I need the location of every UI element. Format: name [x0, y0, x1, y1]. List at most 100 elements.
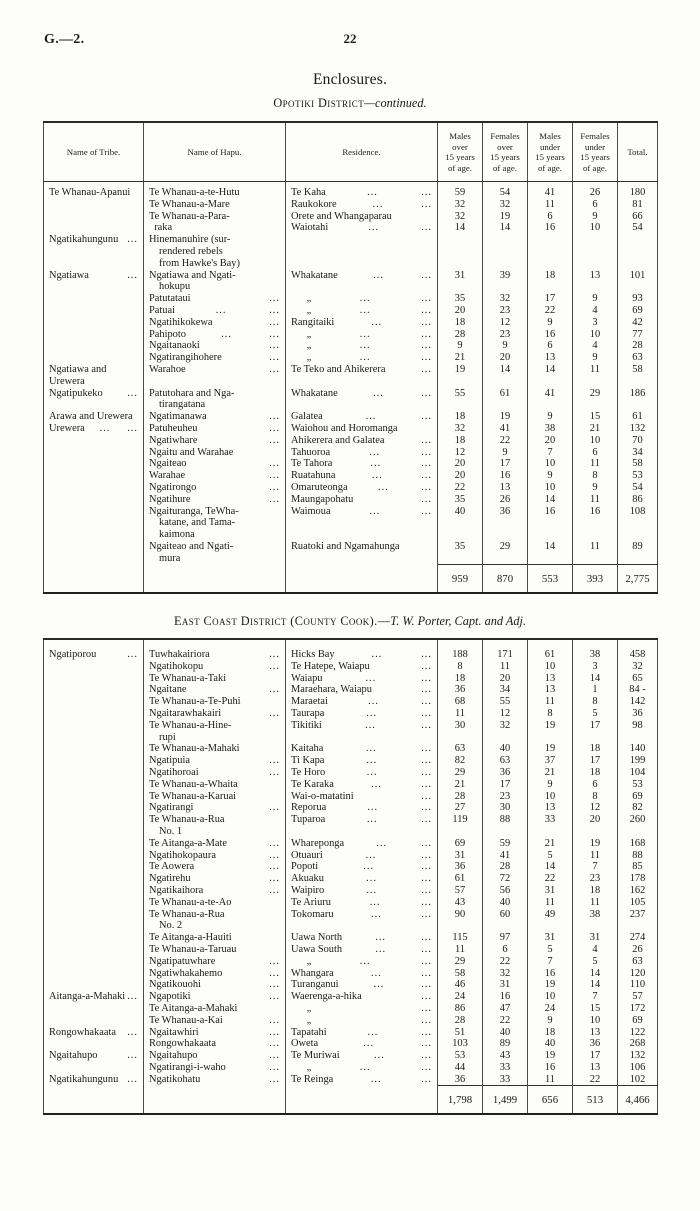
- leader-dots: ...: [269, 955, 280, 967]
- leader-dots: ...: [421, 849, 432, 861]
- total-cell: 69: [617, 1014, 658, 1027]
- hapu-cell: Ngaiteao and Ngati- mura: [143, 540, 286, 565]
- hapu-cell: Pahipoto......: [143, 328, 286, 341]
- residence-cell: Te Karaka......: [285, 778, 438, 791]
- leader-dots: ...: [375, 943, 387, 955]
- leader-dots: ...: [366, 814, 378, 826]
- females-over-15-cell: 23: [482, 790, 528, 803]
- hapu-cell: Ngatikohatu...: [143, 1073, 286, 1086]
- table-row: Ngatikahungunu... Ngatikohatu... Te Reinga…: [44, 1073, 658, 1086]
- hapu-cell: Ngaitahupo...: [143, 1050, 286, 1062]
- table-row: Urewera...... Patuheuheu... Waiohou and Ho…: [44, 422, 658, 435]
- females-over-15-cell: 61: [482, 387, 528, 412]
- residence-cell: Otuauri......: [285, 849, 438, 862]
- females-under-15-cell: 17: [572, 755, 618, 767]
- table-row: Te Whanau-a-Taruau Uawa South...... 11 6 5 4 2…: [44, 943, 658, 956]
- males-over-15-cell: 11: [437, 707, 483, 720]
- leader-dots: ...: [269, 328, 280, 340]
- residence-cell: Rangitaiki......: [285, 316, 438, 329]
- hapu-cell: Ngatikaihora...: [143, 884, 286, 897]
- females-over-15-cell: 60: [482, 908, 528, 933]
- leader-dots: ...: [269, 684, 280, 696]
- cell-text: Maraehara, Waiapu: [291, 684, 372, 696]
- tribe-cell: Aitanga-a-Mahaki...: [44, 991, 144, 1003]
- females-under-15-cell: 36: [572, 1038, 618, 1051]
- females-under-15-cell: 13: [572, 1061, 618, 1074]
- hapu-cell: Te Whanau-a-Kai...: [143, 1014, 286, 1027]
- females-over-15-cell: 9: [482, 446, 528, 459]
- leader-dots: ...: [377, 481, 389, 493]
- total-cell: 172: [617, 1002, 658, 1015]
- total-cell: 54: [617, 481, 658, 494]
- males-over-15-cell: 86: [437, 1002, 483, 1015]
- tribe-cell: [44, 1015, 144, 1027]
- females-over-15-cell: 89: [482, 1038, 528, 1051]
- total-cell: 84 -: [617, 684, 658, 697]
- females-under-15-cell: 12: [572, 802, 618, 815]
- leader-dots: ...: [421, 778, 432, 790]
- leader-dots: ...: [421, 328, 432, 340]
- males-over-15-cell: 35: [437, 293, 483, 305]
- females-over-15-cell: [482, 234, 528, 270]
- males-over-15-cell: 20: [437, 304, 483, 317]
- total-cell: 178: [617, 873, 658, 885]
- leader-dots: ...: [127, 422, 138, 434]
- tribe-cell: [44, 329, 144, 341]
- residence-cell: Waiotahi......: [285, 222, 438, 235]
- col-header-residence: Residence.: [285, 122, 438, 182]
- males-over-15-cell: 8: [437, 660, 483, 673]
- table-row: Te Whanau-Apanui Te Whanau-a-te-Hutu Te Ka…: [44, 181, 658, 199]
- table-row: Ngatirangihohere... „...... 21 20 13 9 63: [44, 352, 658, 364]
- residence-cell: Te Muriwai......: [285, 1050, 438, 1062]
- males-under-15-cell: 6: [527, 340, 573, 353]
- leader-dots: ...: [421, 1050, 432, 1062]
- total-cell: 65: [617, 672, 658, 685]
- tribe-cell: [44, 305, 144, 317]
- residence-cell: Popoti......: [285, 861, 438, 874]
- leader-dots: ...: [369, 896, 381, 908]
- males-under-15-cell: 7: [527, 446, 573, 459]
- males-over-15-cell: 32: [437, 422, 483, 435]
- leader-dots: ...: [365, 719, 376, 731]
- residence-cell: Waipiro......: [285, 884, 438, 897]
- males-over-15-cell: 61: [437, 873, 483, 885]
- hapu-cell: Te Whanau-a-Rua No. 1: [143, 814, 286, 838]
- females-under-15-cell: 14: [572, 967, 618, 980]
- table-row: Te Whanau-a-Mahaki Kaitaha...... 63 40 19 18 1…: [44, 743, 658, 756]
- females-under-15-cell: 3: [572, 316, 618, 329]
- total-cell: 28: [617, 340, 658, 353]
- hapu-cell: Te Aitanga-a-Mate...: [143, 837, 286, 850]
- cell-text: Te Aitanga-a-Mate: [149, 837, 228, 849]
- males-over-15-cell: 28: [437, 790, 483, 803]
- leader-dots: ...: [375, 932, 387, 944]
- females-over-15-cell: 72: [482, 873, 528, 885]
- males-under-15-cell: 6: [527, 210, 573, 223]
- table-row: Aitanga-a-Mahaki... Ngapotiki... Waerenga-…: [44, 991, 658, 1003]
- females-under-15-cell: 3: [572, 660, 618, 673]
- leader-dots: ...: [127, 269, 138, 281]
- leader-dots: ...: [421, 991, 432, 1003]
- leader-dots: ...: [269, 1050, 280, 1062]
- males-over-15-cell: 119: [437, 814, 483, 838]
- males-under-15-cell: 10: [527, 481, 573, 494]
- males-over-15-cell: 63: [437, 743, 483, 756]
- total-cell: 237: [617, 908, 658, 933]
- empty-cell: [143, 564, 286, 593]
- hapu-cell: Ngatihokopaura...: [143, 849, 286, 862]
- table-row: Ngatiwhakahemo... Whangara...... 58 32 16 14 1…: [44, 967, 658, 980]
- hapu-cell: Patuheuheu...: [143, 422, 286, 435]
- col-header-name-of-hapu: Name of Hapu.: [143, 122, 286, 182]
- residence-cell: Raukokore......: [285, 198, 438, 211]
- tribe-cell: Ngatikahungunu...: [44, 234, 144, 269]
- leader-dots: ...: [421, 932, 432, 944]
- residence-cell: Te Kaha......: [285, 181, 438, 199]
- males-under-15-cell: 7: [527, 955, 573, 968]
- leader-dots: ...: [269, 316, 280, 328]
- cell-text: Ti Kapa: [291, 755, 325, 767]
- cell-text: Uawa North: [291, 932, 343, 944]
- cell-text: Ngatipatuwhare: [149, 955, 216, 967]
- males-under-15-cell: 33: [527, 814, 573, 838]
- hapu-cell: Te Whanau-a-Mare: [143, 198, 286, 211]
- residence-cell: Tikitiki......: [285, 719, 438, 744]
- females-under-15-cell: 6: [572, 198, 618, 211]
